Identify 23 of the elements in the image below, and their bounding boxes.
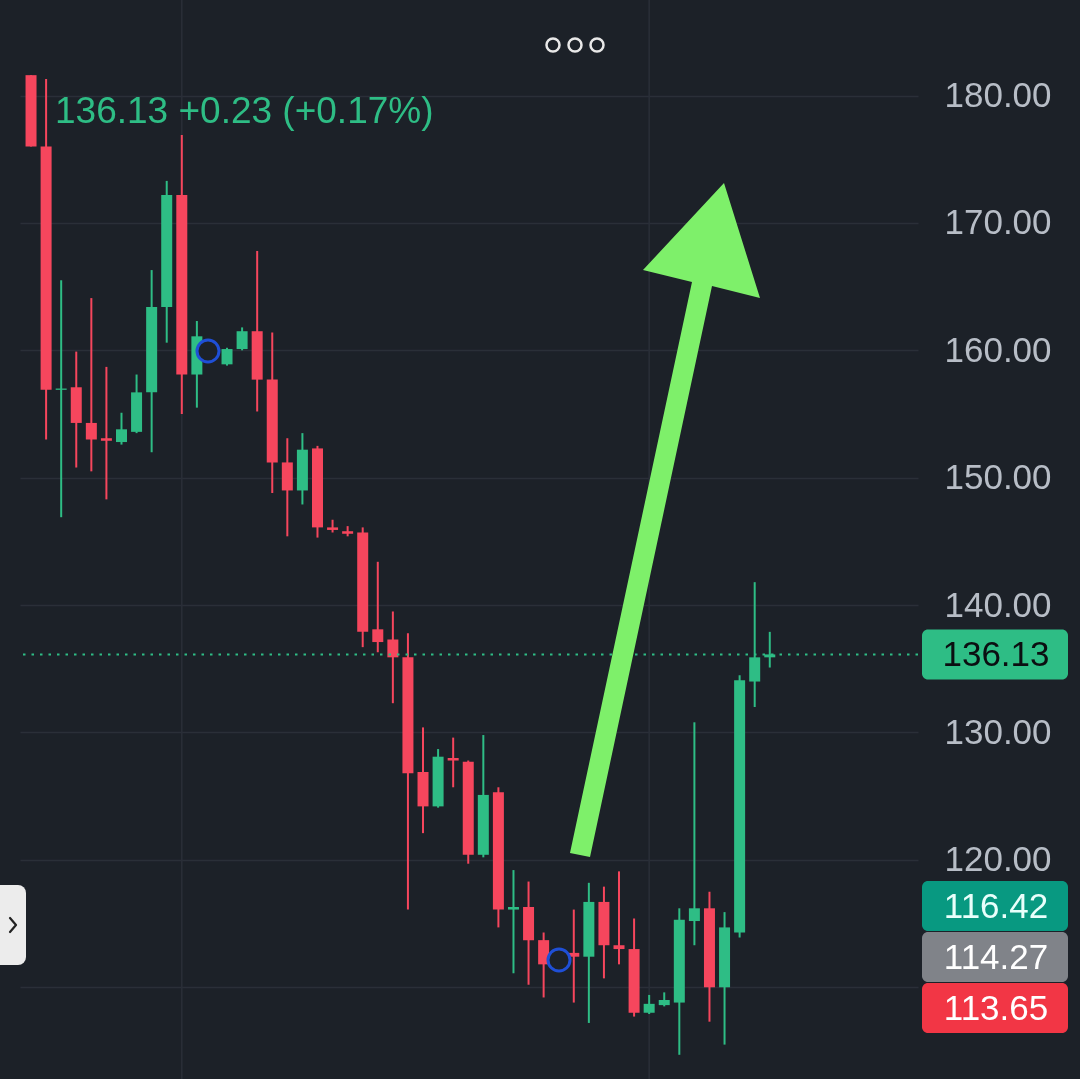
candlestick xyxy=(85,297,97,473)
candlestick xyxy=(507,869,519,975)
y-tick-label: 140.00 xyxy=(944,584,1052,624)
candlestick xyxy=(387,610,399,705)
candlestick xyxy=(236,326,248,352)
candlestick xyxy=(447,736,459,789)
candlestick xyxy=(688,721,700,947)
ref-line-label: 136.13 xyxy=(942,634,1050,674)
text: 113.65 xyxy=(943,988,1049,1027)
y-tick-label: 180.00 xyxy=(944,75,1052,115)
candlestick xyxy=(372,560,384,654)
candlestick xyxy=(613,870,625,966)
y-tick-label: 120.00 xyxy=(944,839,1052,879)
y-tick-label: 150.00 xyxy=(944,457,1052,497)
candlestick xyxy=(115,411,127,446)
y-tick-label: 170.00 xyxy=(944,202,1052,242)
text: 136.13 +0.23 (+0.17%) xyxy=(55,90,434,131)
text: 114.27 xyxy=(943,937,1049,976)
text: 116.42 xyxy=(943,886,1049,925)
candlestick xyxy=(643,993,655,1016)
y-tick-label: 130.00 xyxy=(944,712,1052,751)
y-tick-label: 160.00 xyxy=(944,329,1052,369)
candlestick xyxy=(100,365,112,501)
